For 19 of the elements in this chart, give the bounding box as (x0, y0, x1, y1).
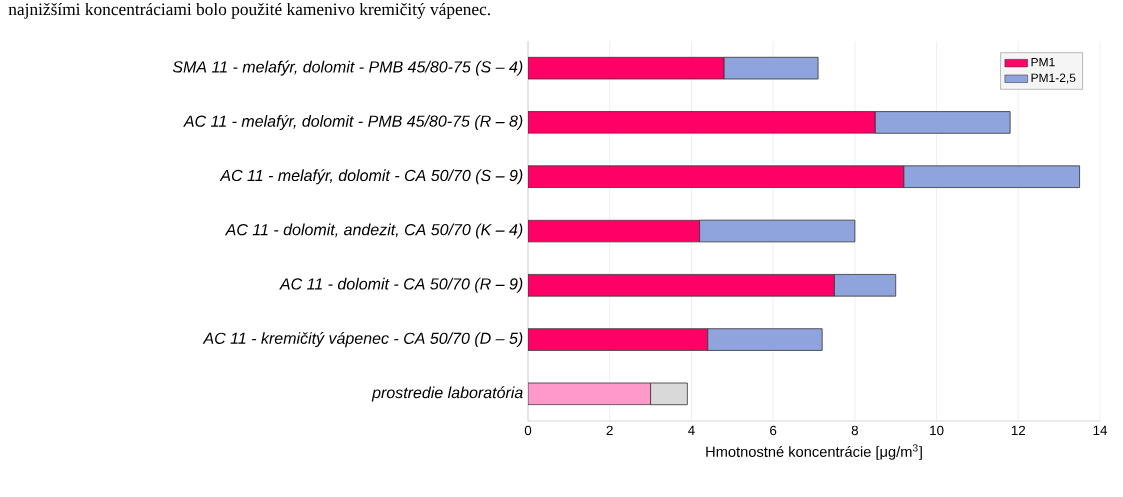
x-tick-label: 10 (930, 425, 944, 436)
y-tick-label: AC 11 - melafýr, dolomit - CA 50/70 (S – 9) (219, 169, 523, 185)
y-tick-label: AC 11 - melafýr, dolomit - PMB 45/80-75 (R – 8) (183, 114, 523, 130)
x-tick-label: 2 (606, 425, 613, 436)
legend-label: PM1 (1031, 58, 1055, 67)
y-tick-label: AC 11 - dolomit - CA 50/70 (R – 9) (279, 277, 523, 293)
legend-label: PM1-2,5 (1031, 73, 1076, 84)
x-tick-label: 8 (851, 425, 858, 436)
text: najnižšími koncentráciami bolo použité kamenivo kremičitý vápenec. (8, 2, 490, 19)
x-tick-label: 6 (770, 425, 777, 436)
x-tick-label: 4 (688, 425, 695, 435)
x-axis-title: Hmotnostné koncentrácie [μg/m$^{3}$] (706, 444, 922, 460)
y-tick-label: AC 11 - dolomit, andezit, CA 50/70 (K – 4) (224, 223, 523, 239)
x-tick-label: 14 (1093, 425, 1108, 435)
y-tick-label: AC 11 - kremičitý vápenec - CA 50/70 (D – 5) (202, 332, 523, 348)
x-tick-label: 12 (1011, 425, 1026, 436)
y-tick-label: SMA 11 - melafýr, dolomit - PMB 45/80-75 (S – 4) (172, 60, 523, 76)
y-tick-label: prostredie laboratória (371, 386, 523, 402)
x-tick-label: 0 (524, 425, 532, 436)
